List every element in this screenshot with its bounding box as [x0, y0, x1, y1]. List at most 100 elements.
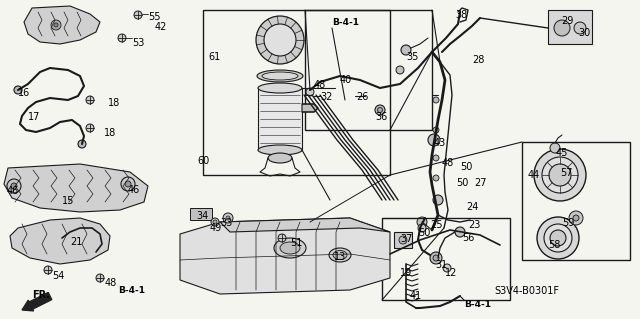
Text: 24: 24: [466, 202, 478, 212]
Text: 38: 38: [455, 10, 467, 20]
Bar: [258, 88, 302, 150]
Text: 55: 55: [148, 12, 161, 22]
Ellipse shape: [268, 153, 292, 163]
Circle shape: [396, 66, 404, 74]
Circle shape: [378, 108, 383, 113]
Circle shape: [118, 34, 126, 42]
Text: 58: 58: [548, 240, 561, 250]
Polygon shape: [302, 104, 318, 112]
Circle shape: [51, 20, 61, 30]
Bar: [522, 142, 630, 260]
Circle shape: [125, 181, 131, 187]
Circle shape: [375, 105, 385, 115]
Ellipse shape: [333, 250, 347, 259]
Ellipse shape: [550, 230, 566, 246]
Text: 26: 26: [356, 92, 369, 102]
Text: 45: 45: [556, 148, 568, 158]
Text: 17: 17: [28, 112, 40, 122]
Ellipse shape: [262, 72, 298, 80]
Text: 51: 51: [290, 238, 302, 248]
Circle shape: [433, 195, 443, 205]
Text: B-4-1: B-4-1: [464, 300, 491, 309]
Text: 54: 54: [52, 271, 65, 281]
Text: 41: 41: [410, 291, 422, 301]
Polygon shape: [4, 164, 148, 212]
Text: 36: 36: [375, 112, 387, 122]
Circle shape: [550, 143, 560, 153]
Text: 46: 46: [128, 185, 140, 195]
Text: 31: 31: [435, 260, 447, 270]
Ellipse shape: [280, 242, 300, 254]
Text: 42: 42: [155, 22, 168, 32]
Ellipse shape: [537, 217, 579, 259]
Circle shape: [226, 216, 230, 220]
Circle shape: [433, 127, 439, 133]
Circle shape: [78, 140, 86, 148]
Text: S3V4-B0301F: S3V4-B0301F: [494, 286, 559, 296]
Circle shape: [433, 255, 439, 261]
Text: 50: 50: [418, 228, 430, 238]
FancyArrow shape: [22, 293, 52, 311]
Text: 19: 19: [400, 268, 412, 278]
Ellipse shape: [258, 83, 302, 93]
Circle shape: [433, 175, 439, 181]
Circle shape: [399, 236, 407, 244]
Text: 50: 50: [456, 178, 468, 188]
Text: 21: 21: [70, 237, 83, 247]
Circle shape: [7, 179, 21, 193]
Text: 50: 50: [460, 162, 472, 172]
Circle shape: [134, 11, 142, 19]
Bar: [548, 10, 592, 44]
Bar: [190, 208, 212, 220]
Circle shape: [443, 264, 451, 272]
Polygon shape: [220, 218, 390, 232]
Ellipse shape: [542, 157, 578, 193]
Polygon shape: [24, 6, 100, 44]
Circle shape: [418, 224, 426, 232]
Ellipse shape: [549, 164, 571, 186]
Text: 49: 49: [210, 223, 222, 233]
Text: 61: 61: [208, 52, 220, 62]
Text: 43: 43: [434, 138, 446, 148]
Circle shape: [86, 124, 94, 132]
Bar: [394, 232, 412, 248]
Circle shape: [44, 266, 52, 274]
Text: 27: 27: [474, 178, 486, 188]
Circle shape: [11, 183, 17, 189]
Ellipse shape: [274, 238, 306, 258]
Text: 46: 46: [7, 186, 19, 196]
Text: 13: 13: [334, 252, 346, 262]
Text: 35: 35: [406, 52, 419, 62]
Text: 34: 34: [196, 211, 208, 221]
Text: 29: 29: [561, 16, 573, 26]
Text: B-4-1: B-4-1: [332, 18, 359, 27]
Circle shape: [213, 220, 217, 224]
Circle shape: [278, 234, 286, 242]
Text: 15: 15: [62, 196, 74, 206]
Circle shape: [223, 213, 233, 223]
Text: 23: 23: [468, 220, 481, 230]
Text: 57: 57: [560, 168, 573, 178]
Polygon shape: [10, 218, 110, 264]
Text: 16: 16: [18, 88, 30, 98]
Circle shape: [554, 20, 570, 36]
Polygon shape: [180, 218, 390, 294]
Circle shape: [306, 88, 314, 96]
Ellipse shape: [258, 145, 302, 155]
Circle shape: [433, 97, 439, 103]
Text: 33: 33: [220, 218, 232, 228]
Bar: [203, 10, 390, 175]
Text: 37: 37: [400, 234, 412, 244]
Text: FR.: FR.: [32, 290, 50, 300]
Text: 32: 32: [320, 92, 332, 102]
Circle shape: [574, 22, 586, 34]
Text: 18: 18: [104, 128, 116, 138]
Text: 18: 18: [108, 98, 120, 108]
Circle shape: [430, 252, 442, 264]
Ellipse shape: [329, 248, 351, 262]
Circle shape: [256, 16, 304, 64]
Text: 44: 44: [528, 170, 540, 180]
Text: 60: 60: [197, 156, 209, 166]
Text: 12: 12: [445, 268, 458, 278]
Text: 25: 25: [430, 220, 442, 230]
